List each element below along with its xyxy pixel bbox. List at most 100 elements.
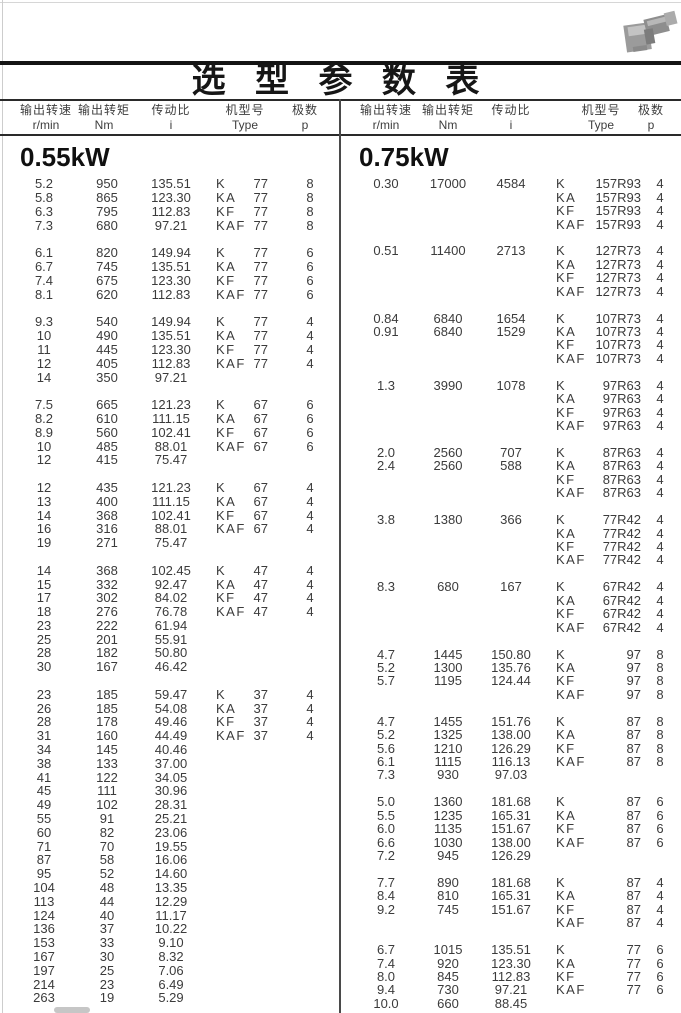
poles-cell: 6 bbox=[306, 397, 314, 413]
table-row: 1.3 3990 1078 K 97R63 4 bbox=[340, 379, 681, 392]
group-spacer bbox=[0, 550, 338, 564]
ratio-cell: 88.45 bbox=[494, 995, 528, 1011]
gearmotor-photo-graphic bbox=[623, 10, 678, 53]
type-prefix-cell: K bbox=[556, 874, 567, 890]
column-header-poles-unit: p bbox=[647, 118, 655, 132]
type-model-cell: 47 bbox=[253, 576, 268, 592]
type-prefix-cell: K bbox=[556, 377, 567, 393]
table-row: KF 157R93 4 bbox=[340, 204, 681, 217]
poles-cell: 8 bbox=[656, 754, 664, 770]
table-row: 113 44 12.29 bbox=[0, 894, 338, 908]
torque-cell: 122 bbox=[96, 769, 118, 785]
type-model-cell: 77 bbox=[253, 328, 268, 344]
type-prefix-cell: K bbox=[216, 245, 227, 261]
speed-cell: 14 bbox=[36, 507, 52, 523]
type-prefix-cell: KA bbox=[216, 493, 237, 509]
torque-cell: 6840 bbox=[433, 324, 463, 340]
speed-cell: 12 bbox=[36, 355, 52, 371]
ratio-cell: 181.68 bbox=[491, 874, 531, 890]
ratio-cell: 12.29 bbox=[154, 893, 188, 909]
poles-cell: 4 bbox=[656, 270, 664, 286]
speed-cell: 45 bbox=[36, 783, 52, 799]
table-row: 6.1 820 149.94 K 77 6 bbox=[0, 246, 338, 260]
ratio-cell: 76.78 bbox=[154, 604, 188, 620]
poles-cell: 6 bbox=[656, 942, 664, 958]
type-prefix-cell: KF bbox=[216, 424, 236, 440]
column-header-speed: 输出转速 r/min bbox=[338, 103, 434, 133]
speed-cell: 1.3 bbox=[376, 377, 396, 393]
speed-cell: 8.0 bbox=[376, 969, 396, 985]
ratio-cell: 112.83 bbox=[491, 969, 531, 985]
type-model-cell: 157R93 bbox=[595, 176, 641, 192]
type-prefix-cell: K bbox=[556, 646, 567, 662]
speed-cell: 17 bbox=[36, 590, 52, 606]
poles-cell: 4 bbox=[306, 314, 314, 330]
ratio-cell: 10.22 bbox=[154, 921, 188, 937]
torque-cell: 167 bbox=[96, 659, 118, 675]
torque-cell: 185 bbox=[96, 700, 118, 716]
table-row: 38 133 37.00 bbox=[0, 756, 338, 770]
type-prefix-cell: KAF bbox=[556, 982, 586, 998]
type-model-cell: 127R73 bbox=[595, 256, 641, 272]
table-row: KA 127R73 4 bbox=[340, 258, 681, 271]
speed-cell: 3.8 bbox=[376, 512, 396, 528]
ratio-cell: 1654 bbox=[496, 310, 526, 326]
table-row: KA 67R42 4 bbox=[340, 594, 681, 607]
speed-cell: 0.84 bbox=[373, 310, 399, 326]
speed-cell: 0.30 bbox=[373, 176, 399, 192]
speed-cell: 7.3 bbox=[376, 767, 396, 783]
poles-cell: 4 bbox=[306, 576, 314, 592]
torque-cell: 350 bbox=[96, 369, 118, 385]
speed-cell: 6.7 bbox=[376, 942, 396, 958]
column-header-ratio: 传动比 i bbox=[123, 103, 219, 133]
torque-cell: 44 bbox=[99, 893, 115, 909]
poles-cell: 4 bbox=[656, 606, 664, 622]
speed-cell: 0.51 bbox=[373, 243, 399, 259]
ratio-cell: 84.02 bbox=[154, 590, 188, 606]
table-row: 6.1 1115 116.13 KAF 87 8 bbox=[340, 755, 681, 768]
speed-cell: 8.2 bbox=[34, 410, 54, 426]
torque-cell: 17000 bbox=[429, 176, 467, 192]
type-model-cell: 47 bbox=[253, 562, 268, 578]
type-model-cell: 77 bbox=[253, 190, 268, 206]
speed-cell: 12 bbox=[36, 452, 52, 468]
poles-cell: 8 bbox=[656, 727, 664, 743]
ratio-cell: 5.29 bbox=[158, 990, 184, 1006]
table-row: 95 52 14.60 bbox=[0, 867, 338, 881]
type-model-cell: 77 bbox=[253, 176, 268, 192]
poles-cell: 6 bbox=[656, 794, 664, 810]
poles-cell: 6 bbox=[306, 438, 314, 454]
speed-cell: 15 bbox=[36, 576, 52, 592]
type-model-cell: 157R93 bbox=[595, 203, 641, 219]
type-prefix-cell: K bbox=[216, 562, 227, 578]
type-model-cell: 87 bbox=[626, 807, 641, 823]
poles-cell: 6 bbox=[656, 807, 664, 823]
ratio-cell: 8.32 bbox=[158, 949, 184, 965]
type-model-cell: 97R63 bbox=[602, 404, 641, 420]
type-prefix-cell: KF bbox=[216, 341, 236, 357]
table-row: 7.7 890 181.68 K 87 4 bbox=[340, 876, 681, 889]
type-model-cell: 87 bbox=[626, 834, 641, 850]
table-row: 10 485 88.01 KAF 67 6 bbox=[0, 439, 338, 453]
table-row: KAF 87 4 bbox=[340, 916, 681, 929]
column-header-speed-cn: 输出转速 bbox=[359, 103, 412, 117]
type-prefix-cell: KAF bbox=[556, 686, 586, 702]
speed-cell: 14 bbox=[36, 369, 52, 385]
table-row: 6.6 1030 138.00 KAF 87 6 bbox=[340, 834, 681, 850]
type-prefix-cell: K bbox=[216, 314, 227, 330]
type-prefix-cell: KF bbox=[556, 606, 576, 622]
speed-cell: 31 bbox=[36, 728, 52, 744]
table-row: 9.2 745 151.67 KF 87 4 bbox=[340, 903, 681, 916]
table-row: 0.51 11400 2713 K 127R73 4 bbox=[340, 244, 681, 257]
type-prefix-cell: KF bbox=[556, 821, 576, 837]
column-header-torque-cn: 输出转矩 bbox=[421, 103, 474, 117]
torque-cell: 332 bbox=[96, 576, 118, 592]
poles-cell: 8 bbox=[306, 176, 314, 192]
poles-cell: 4 bbox=[306, 479, 314, 495]
ratio-cell: 6.49 bbox=[158, 976, 184, 992]
speed-cell: 41 bbox=[36, 769, 52, 785]
ratio-cell: 11.17 bbox=[155, 907, 187, 923]
speed-cell: 5.2 bbox=[376, 727, 396, 743]
speed-cell: 214 bbox=[33, 976, 55, 992]
poles-cell: 8 bbox=[656, 659, 664, 675]
